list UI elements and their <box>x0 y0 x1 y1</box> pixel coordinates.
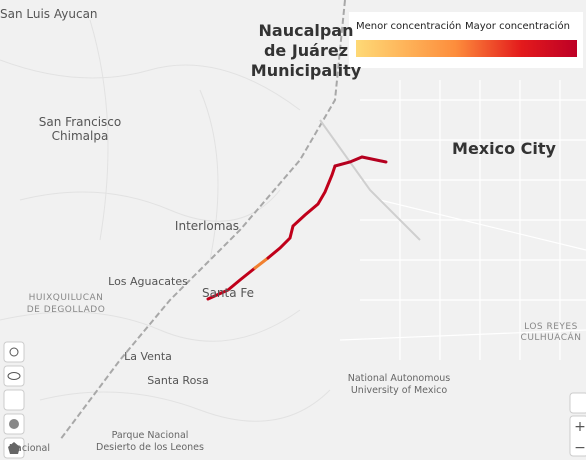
right-controls: + − <box>569 392 586 457</box>
place-label: de Juárez <box>264 41 348 60</box>
left-controls <box>3 341 25 459</box>
place-label: Chimalpa <box>52 129 109 143</box>
terrain <box>0 19 331 422</box>
place-label: Nacional <box>9 443 50 454</box>
legend-low: Menor concentración <box>356 20 461 32</box>
route <box>206 155 388 301</box>
place-label: Desierto de los Leones <box>96 442 204 453</box>
place-label: La Venta <box>124 350 172 363</box>
contrast-icon <box>9 419 19 429</box>
locate-button[interactable] <box>3 341 25 363</box>
place-label: Los Aguacates <box>108 275 188 288</box>
compass-button[interactable] <box>569 392 586 414</box>
place-label: Municipality <box>251 61 362 80</box>
place-label: Mexico City <box>452 139 557 158</box>
place-label: DE DEGOLLADO <box>27 305 106 315</box>
place-label: LOS REYES <box>524 322 578 332</box>
place-label: San Francisco <box>39 115 121 129</box>
locate-icon <box>9 347 19 357</box>
road <box>319 119 421 241</box>
place-label: HUIXQUILUCAN <box>29 293 104 303</box>
place-label: Parque Nacional <box>112 430 189 441</box>
walk-button[interactable] <box>3 389 25 411</box>
visibility-button[interactable] <box>3 365 25 387</box>
zoom-in[interactable]: + <box>574 419 586 435</box>
place-label: Naucalpan <box>259 21 354 40</box>
place-label: Santa Rosa <box>147 374 209 387</box>
place-label: Interlomas <box>175 219 239 233</box>
place-label: San Luis Ayucan <box>0 7 98 21</box>
legend-high: Mayor concentración <box>465 20 570 32</box>
area-icon <box>8 442 20 454</box>
place-label: National Autonomous <box>348 373 451 384</box>
place-label: University of Mexico <box>351 385 447 396</box>
zoom-group <box>569 415 586 457</box>
place-label: CULHUACÁN <box>521 331 582 343</box>
eye-icon <box>7 372 21 380</box>
legend-gradient <box>356 40 577 57</box>
place-label: Santa Fe <box>202 286 254 300</box>
highway <box>59 0 346 441</box>
zoom-out[interactable]: − <box>574 440 586 456</box>
